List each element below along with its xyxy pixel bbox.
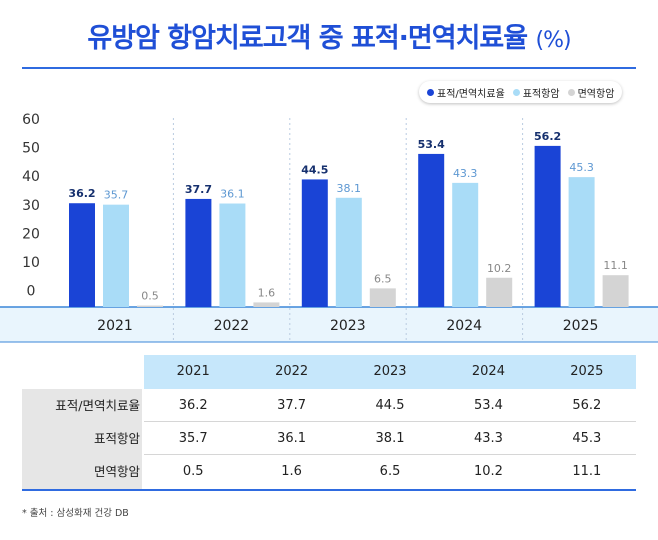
title-unit: (%) [535, 28, 572, 53]
table-row: 표적/면역치료율 36.2 37.7 44.5 53.4 56.2 [22, 389, 636, 422]
table-header-cell: 2025 [570, 364, 604, 379]
data-label: 35.7 [104, 189, 129, 202]
bar [568, 177, 595, 307]
x-axis-band [0, 307, 658, 342]
row-cells: 36.2 37.7 44.5 53.4 56.2 [144, 389, 636, 422]
data-label: 38.1 [337, 182, 362, 195]
data-label: 45.3 [569, 161, 594, 174]
y-tick-label: 20 [22, 226, 40, 242]
legend-item-immune: 면역항암 [567, 85, 615, 100]
table-row: 표적항암 35.7 36.1 38.1 43.3 45.3 [22, 422, 636, 455]
table-cell: 56.2 [572, 398, 602, 413]
data-label: 36.2 [68, 187, 95, 200]
x-tick-label: 2023 [330, 318, 366, 334]
bar [137, 305, 163, 307]
bar [103, 204, 129, 307]
table-row: 면역항암 0.5 1.6 6.5 10.2 11.1 [22, 455, 636, 488]
bar [69, 203, 95, 307]
data-label: 53.4 [418, 138, 445, 151]
bar [534, 145, 561, 307]
table-cell: 37.7 [277, 398, 307, 413]
data-label: 37.7 [185, 183, 212, 196]
legend-swatch-targeted [512, 88, 520, 96]
table-cell: 6.5 [379, 464, 401, 479]
table-cell: 35.7 [178, 431, 208, 446]
bar [452, 182, 479, 307]
table-header-cell: 2023 [373, 364, 407, 379]
y-tick-label: 0 [27, 284, 36, 300]
data-label: 36.1 [220, 188, 245, 201]
row-label: 면역항암 [93, 464, 140, 479]
data-label: 11.1 [603, 259, 628, 272]
table-cell: 36.1 [277, 431, 307, 446]
bar [369, 288, 396, 307]
data-label: 1.6 [258, 286, 276, 299]
row-label-column [22, 389, 142, 489]
bar [335, 197, 362, 307]
row-cells: 35.7 36.1 38.1 43.3 45.3 [144, 422, 636, 455]
x-tick-label: 2025 [563, 318, 599, 334]
table-header: 2021 2022 2023 2024 2025 [144, 355, 636, 389]
x-tick-label: 2021 [97, 318, 133, 334]
table-cell: 1.6 [281, 464, 302, 479]
legend-label-targeted: 표적항암 [522, 88, 560, 100]
source-note: * 출처 : 삼성화재 건강 DB [22, 508, 129, 519]
legend-item-target-immune: 표적/면역치료율 [427, 85, 505, 100]
table-cell: 0.5 [182, 464, 204, 479]
y-tick-label: 60 [22, 112, 40, 128]
row-label: 표적항암 [93, 431, 140, 446]
bar-chart: 0 10 20 30 40 50 60 36.2 35.7 0.5 2021 37.7 36.1 1.6 2… [0, 112, 658, 343]
data-label: 44.5 [301, 163, 328, 176]
legend-label-immune: 면역항암 [577, 88, 615, 100]
row-cells: 0.5 1.6 6.5 10.2 11.1 [144, 455, 636, 488]
y-tick-label: 30 [22, 198, 40, 214]
table-cell: 36.2 [178, 398, 208, 413]
bar [253, 302, 280, 307]
y-tick-label: 40 [22, 169, 40, 185]
bar [602, 275, 629, 307]
bar [418, 153, 445, 307]
data-label: 0.5 [141, 290, 159, 303]
bar [486, 277, 513, 307]
data-label: 10.2 [487, 262, 512, 275]
row-divider [144, 421, 636, 422]
table-cell: 10.2 [473, 464, 503, 479]
table-cell: 44.5 [375, 398, 405, 413]
row-divider [144, 454, 636, 455]
table-header-cell: 2022 [275, 364, 309, 379]
table-cell: 45.3 [572, 431, 602, 446]
data-label: 56.2 [534, 130, 561, 143]
legend: 표적/면역치료율 표적항암 면역항암 [419, 81, 623, 103]
chart-title: 유방암 항암치료고객 중 표적·면역치료율 (%) [0, 16, 658, 55]
y-tick-label: 50 [22, 141, 40, 157]
bar [185, 198, 212, 307]
legend-swatch-immune [567, 88, 575, 96]
legend-item-targeted: 표적항암 [512, 85, 560, 100]
table-cell: 11.1 [572, 464, 602, 479]
legend-swatch-target-immune [427, 88, 434, 96]
table-cell: 53.4 [473, 398, 503, 413]
title-divider [22, 67, 636, 69]
data-label: 6.5 [374, 272, 392, 285]
legend-label-target-immune: 표적/면역치료율 [437, 88, 505, 100]
bar [219, 203, 246, 307]
bar [301, 179, 328, 307]
x-tick-label: 2022 [214, 318, 250, 334]
table-cell: 38.1 [375, 431, 405, 446]
table-bottom-rule [22, 489, 636, 491]
row-label: 표적/면역치료율 [55, 398, 140, 413]
title-text: 유방암 항암치료고객 중 표적·면역치료율 [87, 23, 528, 54]
table-header-cell: 2021 [176, 364, 210, 379]
x-tick-label: 2024 [446, 318, 482, 334]
data-label: 43.3 [453, 167, 478, 180]
y-tick-label: 10 [22, 255, 40, 271]
table-header-cell: 2024 [471, 364, 505, 379]
table-cell: 43.3 [473, 431, 503, 446]
